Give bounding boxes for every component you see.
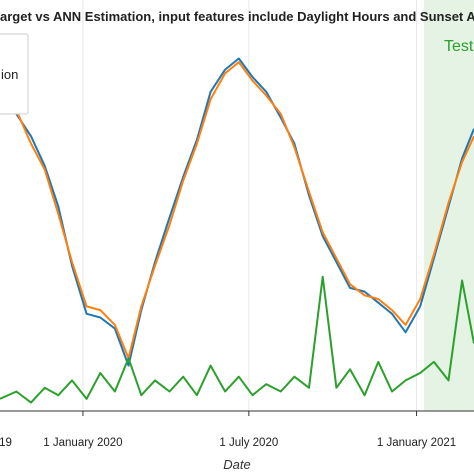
- test-region-label: Test: [444, 38, 474, 55]
- x-axis-label: Date: [223, 457, 250, 472]
- series-line-1: [0, 61, 474, 360]
- legend: ion: [0, 33, 29, 115]
- chart-title: arget vs ANN Estimation, input features …: [0, 9, 474, 24]
- legend-box: [0, 33, 29, 115]
- x-tick-label: 1 January 2020: [43, 437, 122, 449]
- grid: [82, 0, 418, 411]
- series-line-0: [0, 57, 474, 367]
- series-line-2: [0, 275, 474, 404]
- x-ticks: 2019 1 January 2020 1 July 2020 1 January 2…: [0, 411, 456, 449]
- x-tick-label: 1 January 2021: [377, 437, 456, 449]
- legend-entry-text: ion: [1, 67, 18, 82]
- series-layer: [0, 57, 474, 404]
- x-tick-label: 2019: [0, 437, 12, 449]
- x-tick-label: 1 July 2020: [219, 437, 278, 449]
